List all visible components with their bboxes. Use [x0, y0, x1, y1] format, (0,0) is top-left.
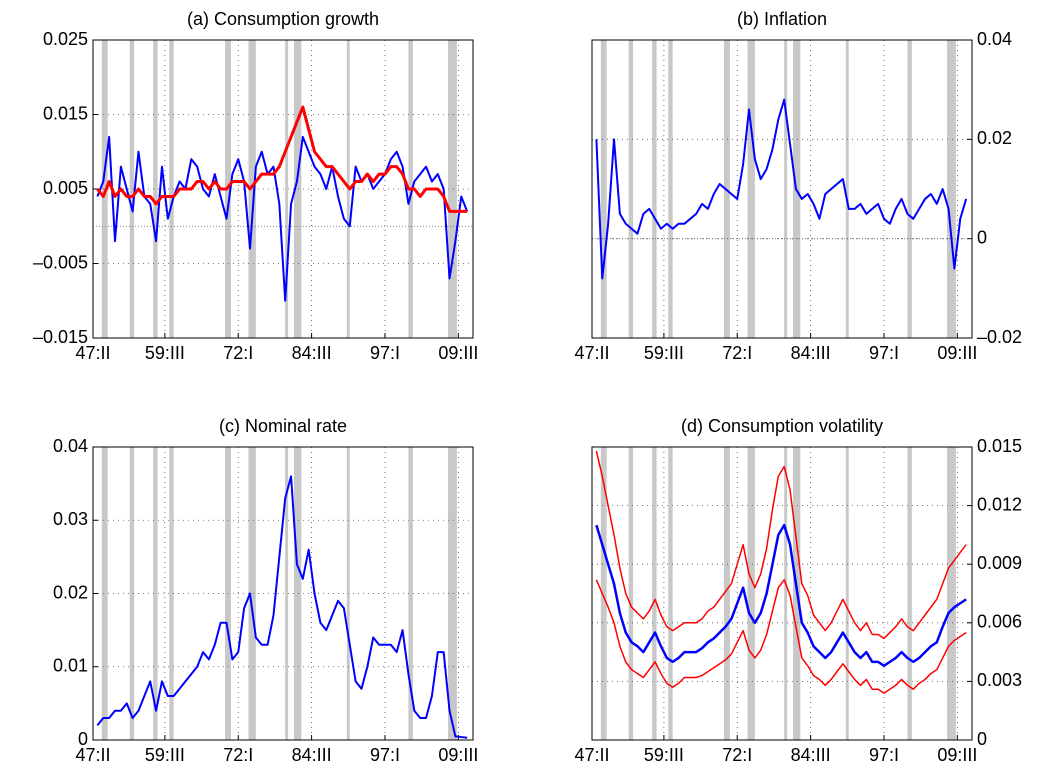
- recession-band: [129, 40, 135, 338]
- plot-frame: [92, 446, 474, 741]
- recession-band: [784, 40, 788, 338]
- plot-frame: [591, 39, 973, 339]
- y-tick-label: 0.04: [53, 436, 88, 456]
- x-tick-label: 09:III: [438, 745, 478, 765]
- recession-band: [153, 40, 158, 338]
- recession-band: [628, 447, 634, 740]
- recession-band: [408, 447, 413, 740]
- recession-band: [285, 447, 289, 740]
- recession-band: [845, 447, 849, 740]
- y-tick-label: 0.03: [53, 509, 88, 529]
- x-tick-label: 59:III: [145, 745, 185, 765]
- recession-band: [907, 447, 912, 740]
- recession-band: [294, 40, 302, 338]
- recession-band: [169, 40, 174, 338]
- y-tick-label: 0: [977, 729, 987, 749]
- recession-band: [652, 40, 657, 338]
- x-tick-label: 84:III: [292, 745, 332, 765]
- recession-band: [248, 447, 256, 740]
- x-tick-label: 09:III: [937, 343, 977, 363]
- data-line: [595, 450, 967, 640]
- recession-band: [448, 447, 457, 740]
- y-tick-label: 0.005: [43, 178, 88, 198]
- recession-band: [285, 40, 289, 338]
- x-tick-label: 84:III: [292, 343, 332, 363]
- x-tick-label: 84:III: [791, 343, 831, 363]
- y-tick-label: 0: [78, 729, 88, 749]
- recession-band: [248, 40, 256, 338]
- plot-frame: [591, 446, 973, 741]
- chart-title: (d) Consumption volatility: [681, 416, 883, 436]
- y-tick-label: 0.015: [977, 436, 1022, 456]
- y-tick-label: –0.02: [977, 327, 1022, 347]
- recession-band: [600, 447, 607, 740]
- recession-band: [153, 447, 158, 740]
- y-tick-label: 0.02: [53, 582, 88, 602]
- recession-band: [947, 40, 956, 338]
- x-tick-label: 59:III: [644, 343, 684, 363]
- x-tick-label: 47:II: [75, 343, 110, 363]
- recession-band: [784, 447, 788, 740]
- x-tick-label: 72:I: [722, 745, 752, 765]
- x-tick-label: 97:I: [869, 745, 899, 765]
- x-tick-label: 97:I: [370, 343, 400, 363]
- y-tick-label: 0.015: [43, 103, 88, 123]
- y-tick-label: 0.009: [977, 553, 1022, 573]
- recession-band: [668, 447, 673, 740]
- chart-title: (b) Inflation: [737, 9, 827, 29]
- chart-title: (c) Nominal rate: [219, 416, 347, 436]
- x-tick-label: 47:II: [574, 343, 609, 363]
- y-tick-label: –0.005: [33, 252, 88, 272]
- x-tick-label: 84:III: [791, 745, 831, 765]
- data-line: [595, 579, 967, 694]
- x-tick-label: 59:III: [145, 343, 185, 363]
- recession-band: [294, 447, 302, 740]
- x-tick-label: 47:II: [574, 745, 609, 765]
- x-tick-label: 72:I: [722, 343, 752, 363]
- y-tick-label: –0.015: [33, 327, 88, 347]
- data-line: [96, 475, 468, 739]
- plot-frame: [92, 39, 474, 339]
- x-tick-label: 09:III: [937, 745, 977, 765]
- recession-band: [225, 447, 231, 740]
- x-tick-label: 59:III: [644, 745, 684, 765]
- recession-band: [947, 447, 956, 740]
- recession-band: [101, 447, 108, 740]
- recession-band: [845, 40, 849, 338]
- y-tick-label: 0.02: [977, 128, 1012, 148]
- recession-band: [907, 40, 912, 338]
- recession-band: [668, 40, 673, 338]
- y-tick-label: 0.012: [977, 494, 1022, 514]
- y-tick-label: 0.003: [977, 670, 1022, 690]
- x-tick-label: 09:III: [438, 343, 478, 363]
- recession-band: [724, 447, 730, 740]
- x-tick-label: 47:II: [75, 745, 110, 765]
- recession-band: [747, 447, 755, 740]
- recession-band: [600, 40, 607, 338]
- data-line: [595, 523, 967, 668]
- x-tick-label: 97:I: [869, 343, 899, 363]
- data-line: [96, 105, 468, 213]
- recession-band: [129, 447, 135, 740]
- recession-band: [652, 447, 657, 740]
- y-tick-label: 0.04: [977, 29, 1012, 49]
- y-tick-label: 0.025: [43, 29, 88, 49]
- x-tick-label: 72:I: [223, 343, 253, 363]
- recession-band: [169, 447, 174, 740]
- recession-band: [747, 40, 755, 338]
- recession-band: [448, 40, 457, 338]
- chart-title: (a) Consumption growth: [187, 9, 379, 29]
- x-tick-label: 97:I: [370, 745, 400, 765]
- x-tick-label: 72:I: [223, 745, 253, 765]
- recession-band: [628, 40, 634, 338]
- y-tick-label: 0.01: [53, 656, 88, 676]
- y-tick-label: 0.006: [977, 612, 1022, 632]
- y-tick-label: 0: [977, 227, 987, 247]
- data-line: [595, 98, 968, 280]
